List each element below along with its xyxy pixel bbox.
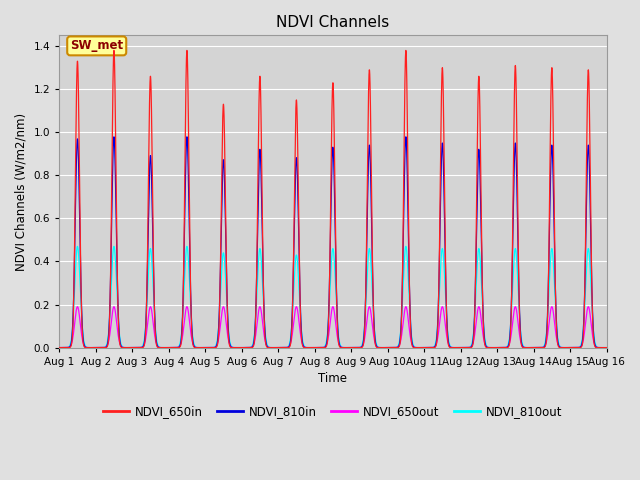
Y-axis label: NDVI Channels (W/m2/nm): NDVI Channels (W/m2/nm): [15, 112, 28, 271]
Legend: NDVI_650in, NDVI_810in, NDVI_650out, NDVI_810out: NDVI_650in, NDVI_810in, NDVI_650out, NDV…: [99, 400, 567, 423]
Title: NDVI Channels: NDVI Channels: [276, 15, 390, 30]
X-axis label: Time: Time: [318, 372, 348, 385]
Text: SW_met: SW_met: [70, 39, 124, 52]
